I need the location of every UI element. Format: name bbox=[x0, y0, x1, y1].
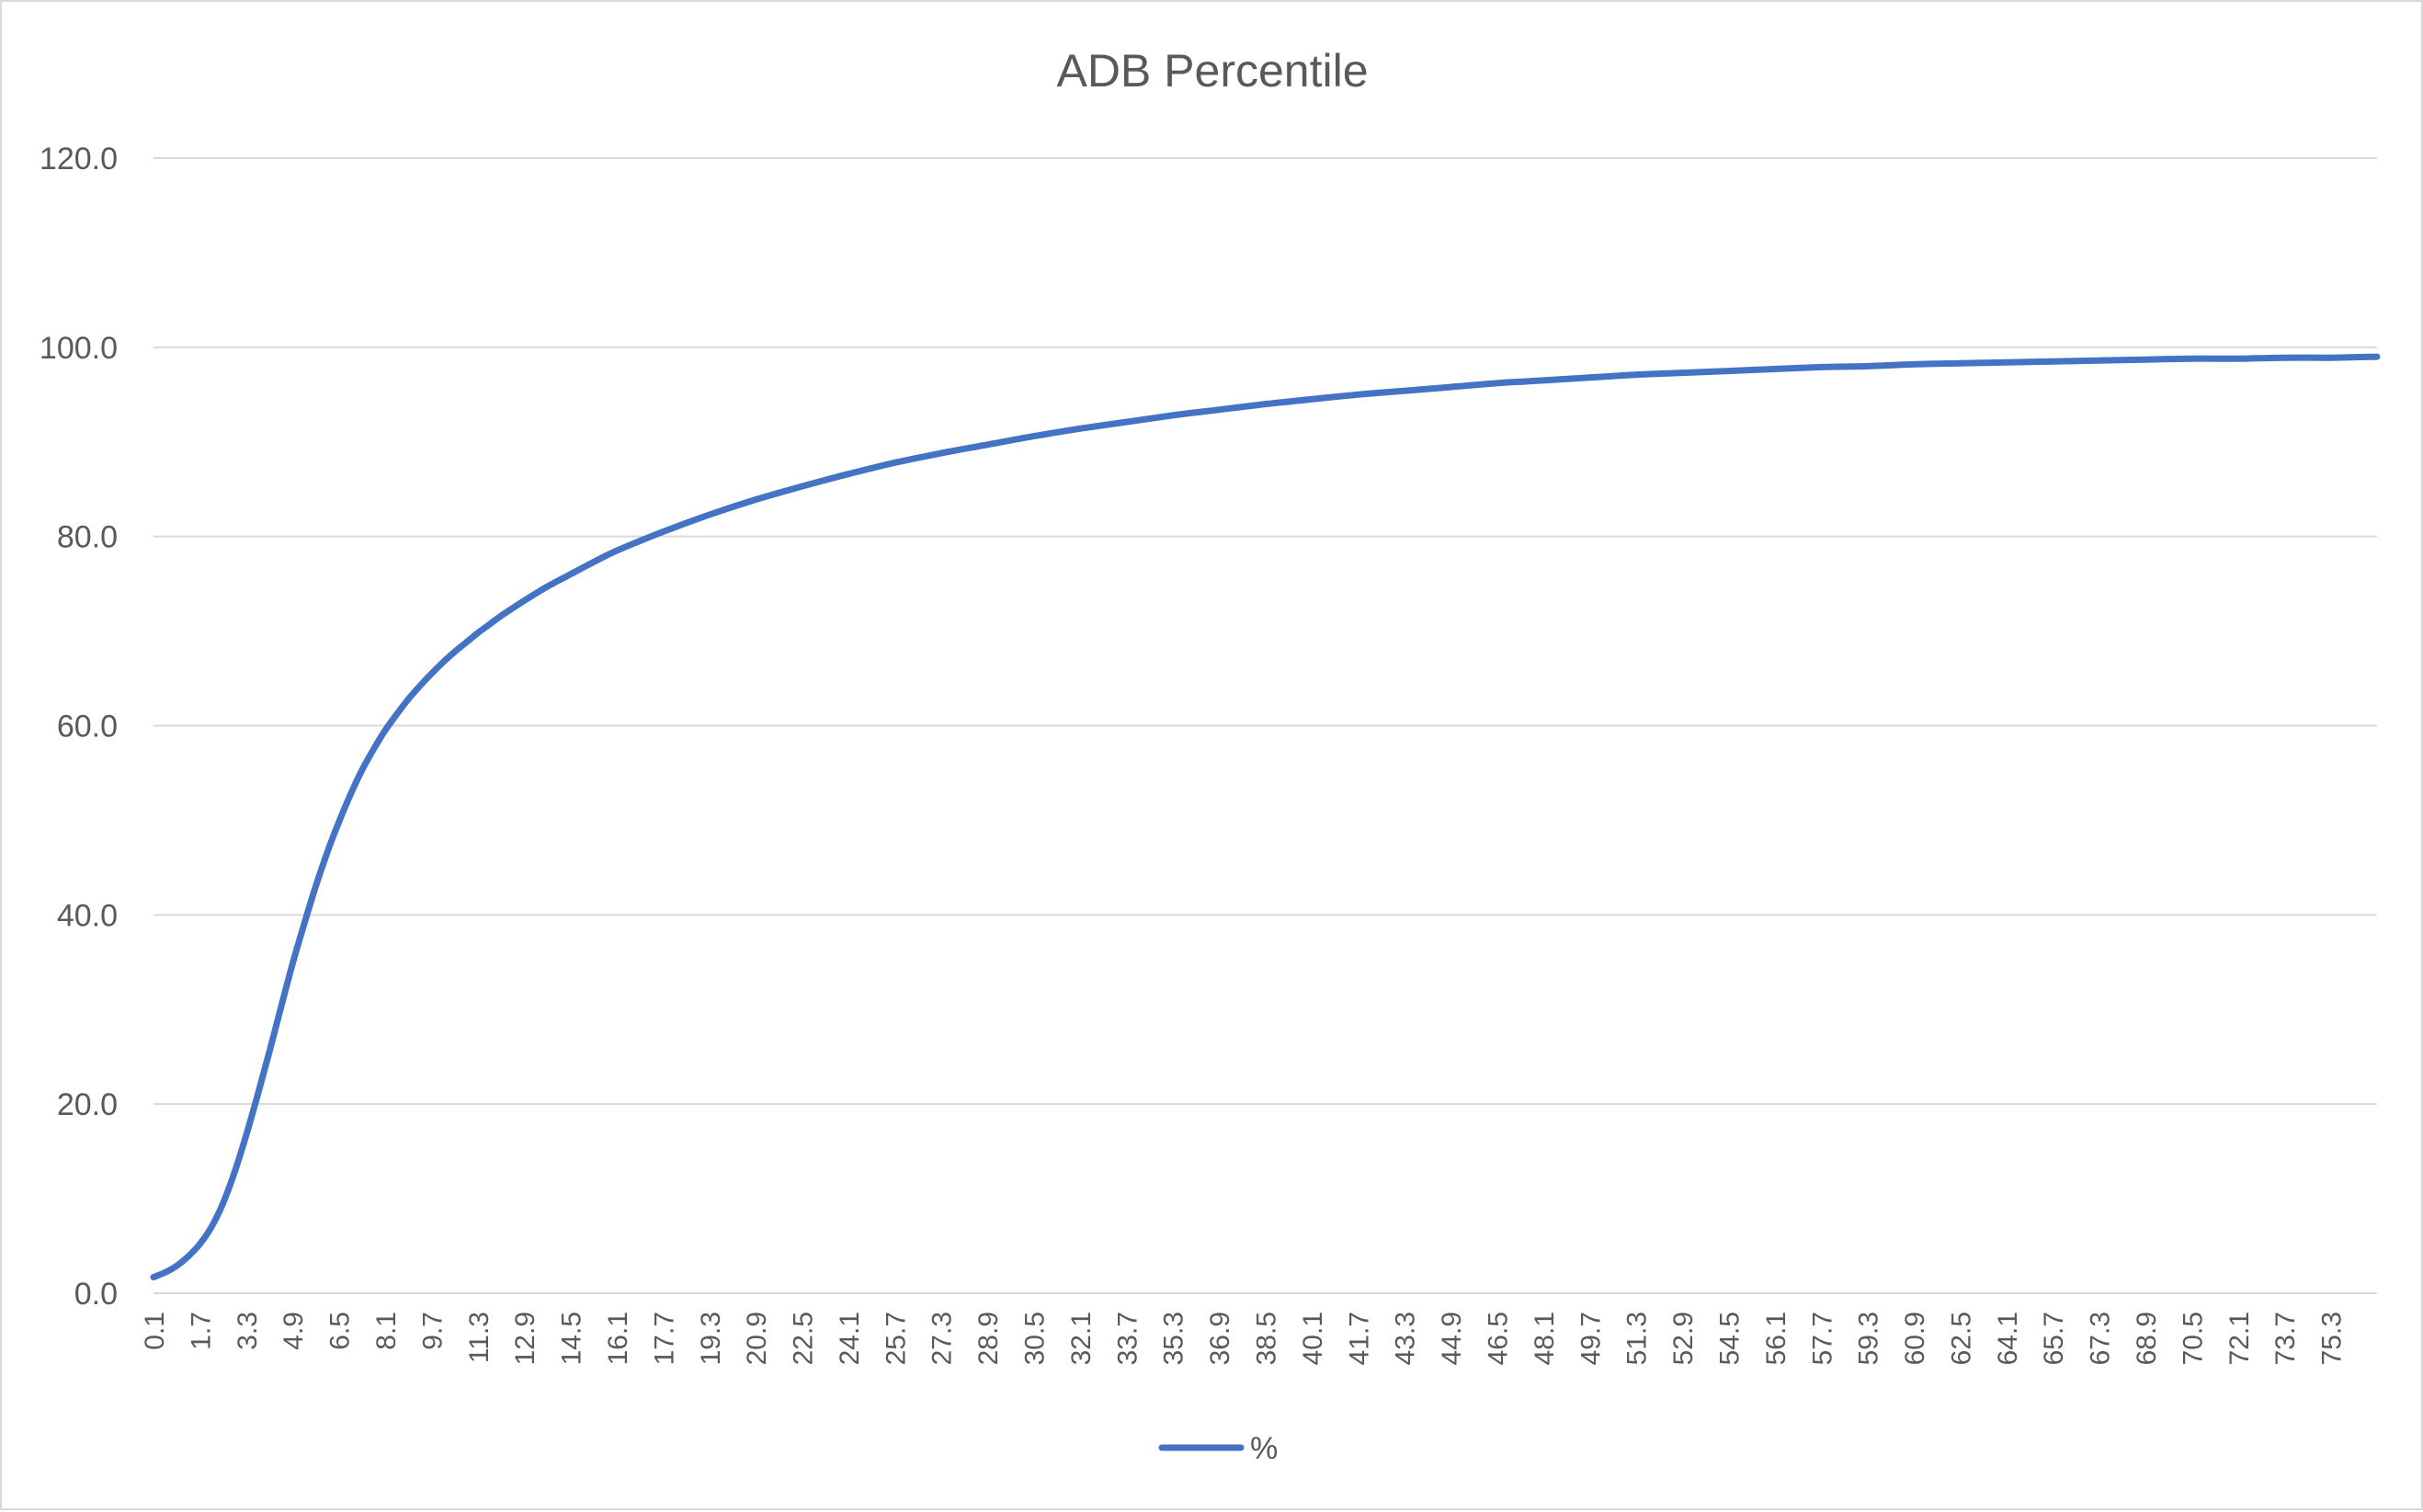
x-tick-label: 8.1 bbox=[371, 1312, 402, 1350]
x-tick-label: 57.7 bbox=[1807, 1312, 1837, 1365]
x-tick-label: 12.9 bbox=[510, 1312, 540, 1365]
x-tick-label: 70.5 bbox=[2178, 1312, 2208, 1365]
x-tick-label: 32.1 bbox=[1066, 1312, 1097, 1365]
x-tick-label: 68.9 bbox=[2132, 1312, 2162, 1365]
series-layer bbox=[150, 353, 2381, 1280]
x-tick-label: 52.9 bbox=[1668, 1312, 1699, 1365]
x-tick-label: 6.5 bbox=[325, 1312, 356, 1350]
x-tick-label: 14.5 bbox=[557, 1312, 587, 1365]
x-tick-label: 11.3 bbox=[464, 1312, 495, 1363]
y-tick-label: 20.0 bbox=[57, 1087, 118, 1122]
x-tick-label: 16.1 bbox=[603, 1312, 633, 1365]
series-line bbox=[150, 353, 2381, 1280]
legend-label: % bbox=[1250, 1431, 1278, 1466]
legend: % bbox=[1158, 1431, 1278, 1466]
x-tick-label: 19.3 bbox=[696, 1312, 726, 1365]
x-tick-label: 30.5 bbox=[1020, 1312, 1051, 1365]
x-tick-label: 9.7 bbox=[417, 1312, 448, 1350]
y-tick-label: 40.0 bbox=[57, 898, 118, 933]
x-tick-label: 75.3 bbox=[2317, 1312, 2348, 1365]
x-axis-ticks: 0.1 1.7 3.3 4.9 6.5 8.1 9.7 11.3 12.9 14.5 16.1 17.… bbox=[140, 1312, 2348, 1365]
gridlines bbox=[154, 157, 2377, 1294]
x-tick-label: 1.7 bbox=[186, 1312, 216, 1350]
x-tick-label: 51.3 bbox=[1622, 1312, 1653, 1365]
x-tick-label: 24.1 bbox=[835, 1312, 865, 1365]
y-tick-label: 100.0 bbox=[40, 331, 118, 366]
x-tick-label: 4.9 bbox=[279, 1312, 309, 1350]
y-axis-ticks: 0.0 20.0 40.0 60.0 80.0 100.0 120.0 bbox=[40, 142, 118, 1312]
x-tick-label: 43.3 bbox=[1391, 1312, 1421, 1365]
x-tick-label: 46.5 bbox=[1483, 1312, 1513, 1365]
x-tick-label: 0.1 bbox=[140, 1312, 170, 1350]
x-tick-label: 67.3 bbox=[2086, 1312, 2116, 1365]
y-tick-label: 60.0 bbox=[57, 710, 118, 745]
x-tick-label: 20.9 bbox=[742, 1312, 772, 1365]
x-tick-label: 72.1 bbox=[2224, 1312, 2255, 1365]
x-tick-label: 35.3 bbox=[1159, 1312, 1189, 1365]
x-tick-label: 33.7 bbox=[1112, 1312, 1143, 1365]
x-tick-label: 64.1 bbox=[1993, 1312, 2023, 1365]
y-tick-label: 80.0 bbox=[57, 520, 118, 555]
x-tick-label: 3.3 bbox=[233, 1312, 263, 1350]
chart-title: ADB Percentile bbox=[1056, 45, 1368, 97]
x-tick-label: 59.3 bbox=[1854, 1312, 1884, 1365]
y-tick-label: 120.0 bbox=[40, 142, 118, 176]
y-tick-label: 0.0 bbox=[74, 1277, 118, 1312]
x-tick-label: 73.7 bbox=[2270, 1312, 2301, 1365]
x-tick-label: 54.5 bbox=[1714, 1312, 1745, 1365]
x-tick-label: 60.9 bbox=[1900, 1312, 1930, 1365]
x-tick-label: 27.3 bbox=[927, 1312, 958, 1365]
x-tick-label: 65.7 bbox=[2039, 1312, 2069, 1365]
x-tick-label: 36.9 bbox=[1205, 1312, 1235, 1365]
x-tick-label: 28.9 bbox=[973, 1312, 1004, 1365]
x-tick-label: 25.7 bbox=[881, 1312, 911, 1365]
x-tick-label: 48.1 bbox=[1530, 1312, 1560, 1365]
x-tick-label: 38.5 bbox=[1252, 1312, 1282, 1365]
x-tick-label: 22.5 bbox=[789, 1312, 819, 1365]
x-tick-label: 56.1 bbox=[1761, 1312, 1792, 1365]
x-tick-label: 44.9 bbox=[1437, 1312, 1467, 1365]
x-tick-label: 62.5 bbox=[1946, 1312, 1976, 1365]
x-tick-label: 49.7 bbox=[1576, 1312, 1606, 1365]
x-tick-label: 41.7 bbox=[1344, 1312, 1374, 1365]
x-tick-label: 17.7 bbox=[649, 1312, 679, 1365]
x-tick-label: 40.1 bbox=[1298, 1312, 1328, 1365]
